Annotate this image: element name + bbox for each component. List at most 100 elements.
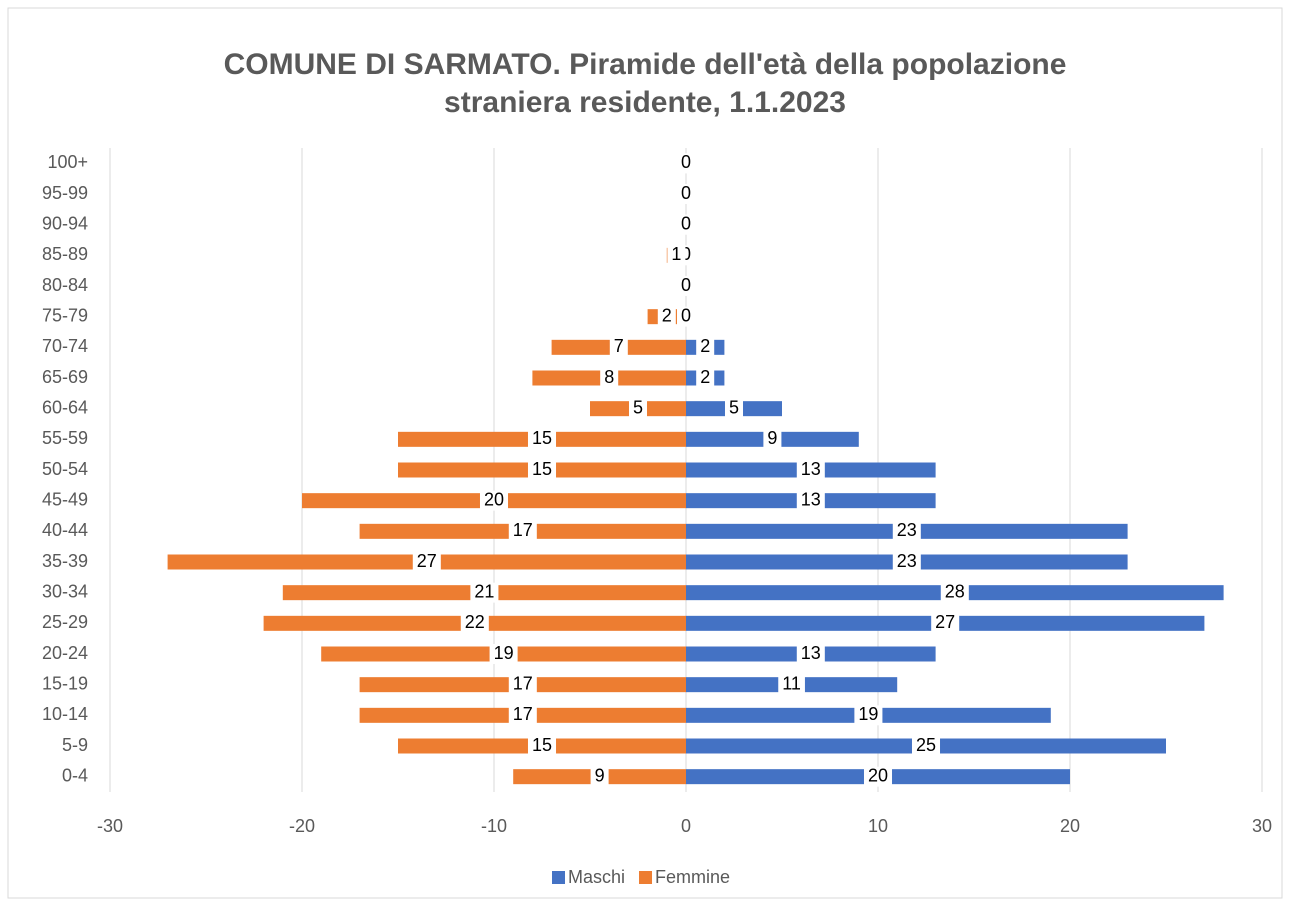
data-label-bg	[527, 460, 557, 480]
data-label: 0	[681, 244, 691, 264]
data-label-bg	[527, 736, 557, 756]
data-label-group: 17	[508, 673, 537, 695]
y-tick-label: 95-99	[42, 183, 88, 203]
x-tick-label: -20	[289, 816, 315, 836]
data-label-bg	[778, 674, 805, 695]
data-label-group: 13	[796, 489, 825, 511]
y-tick-label: 5-9	[62, 735, 88, 755]
data-label-group: 9	[590, 765, 609, 787]
data-label-bg	[489, 644, 518, 664]
x-tick-label: 30	[1252, 816, 1272, 836]
data-label-bg	[609, 337, 628, 358]
data-label-bg	[696, 368, 715, 388]
data-label-group: 20	[863, 765, 893, 787]
data-label-bg	[931, 613, 960, 634]
data-label: 20	[868, 765, 888, 785]
data-label-bg	[667, 245, 686, 266]
data-label-group: 25	[911, 735, 941, 756]
y-tick-label: 35-39	[42, 551, 88, 571]
x-tick-label: 0	[681, 816, 691, 836]
data-label-group: 15	[527, 428, 557, 450]
y-tick-label: 90-94	[42, 213, 88, 233]
data-label-bg	[676, 153, 696, 174]
data-label: 5	[729, 397, 739, 417]
chart-border	[7, 7, 1283, 899]
x-tick-label: 20	[1060, 816, 1080, 836]
data-label: 11	[782, 673, 801, 693]
y-tick-label: 85-89	[42, 244, 88, 264]
data-label-group: 19	[854, 704, 883, 726]
data-label-group: 2	[657, 305, 676, 327]
data-label: 19	[858, 704, 878, 724]
data-label-group: 22	[460, 612, 489, 634]
chart-title: COMUNE DI SARMATO. Piramide dell'età del…	[224, 48, 1067, 81]
y-tick-label: 40-44	[42, 520, 88, 540]
y-tick-label: 15-19	[42, 673, 88, 693]
data-label: 27	[417, 551, 437, 571]
data-label-bg	[676, 214, 696, 235]
y-tick-label: 10-14	[42, 704, 88, 724]
data-label: 7	[614, 336, 624, 356]
y-tick-label: 60-64	[42, 397, 88, 417]
data-label-group: 17	[508, 520, 537, 542]
data-label-bg	[696, 337, 715, 358]
y-tick-label: 75-79	[42, 305, 88, 325]
y-tick-label: 65-69	[42, 367, 88, 387]
data-label-bg	[657, 306, 676, 327]
data-label: 22	[465, 612, 485, 632]
data-label-group: 21	[470, 581, 499, 603]
data-label-group: 5	[724, 397, 744, 419]
data-label: 25	[916, 735, 936, 755]
data-label-bg	[940, 582, 969, 603]
data-label: 2	[700, 336, 710, 356]
data-label-bg	[796, 490, 825, 511]
data-label-bg	[724, 398, 744, 419]
y-tick-label: 45-49	[42, 489, 88, 509]
data-label: 0	[681, 183, 691, 203]
y-tick-label: 70-74	[42, 336, 88, 356]
data-label-group: 0	[676, 213, 696, 235]
data-label-bg	[863, 766, 893, 787]
data-label: 27	[935, 612, 955, 632]
data-label: 2	[662, 305, 672, 325]
data-label-bg	[600, 368, 619, 388]
x-tick-label: -30	[97, 816, 123, 836]
data-label: 2	[700, 367, 710, 387]
data-label-bg	[763, 429, 782, 450]
data-label-bg	[412, 552, 441, 572]
data-label-group: 27	[412, 551, 441, 572]
x-tick-label: -10	[481, 816, 507, 836]
data-label: 15	[532, 735, 552, 755]
data-label-group: 2	[696, 367, 715, 388]
data-label-bg	[854, 705, 883, 726]
y-tick-label: 50-54	[42, 459, 88, 479]
data-label-bg	[796, 644, 825, 664]
data-label-group: 0	[676, 275, 696, 296]
data-label-group: 27	[931, 612, 960, 634]
data-label-group: 23	[892, 551, 921, 572]
data-label-group: 15	[527, 459, 557, 480]
data-label-bg	[527, 429, 557, 450]
legend-swatch	[639, 871, 653, 884]
data-label-bg	[470, 582, 499, 603]
chart-title-line2: straniera residente, 1.1.2023	[444, 86, 846, 119]
data-label: 17	[513, 520, 533, 540]
y-tick-label: 80-84	[42, 275, 88, 295]
data-label-group: 9	[763, 428, 782, 450]
data-label-group: 0	[676, 152, 696, 174]
data-label-bg	[508, 674, 537, 695]
y-tick-label: 20-24	[42, 643, 88, 663]
data-label: 17	[513, 704, 533, 724]
data-label-group: 7	[609, 336, 628, 358]
data-label: 5	[633, 397, 643, 417]
data-label-bg	[676, 184, 696, 204]
data-label: 9	[767, 428, 777, 448]
data-label-bg	[796, 460, 825, 480]
data-label: 23	[897, 551, 917, 571]
data-label: 0	[681, 275, 691, 295]
y-tick-label: 25-29	[42, 612, 88, 632]
x-tick-label: 10	[868, 816, 888, 836]
legend-swatch	[552, 871, 565, 884]
data-label-group: 5	[628, 397, 648, 419]
data-label: 9	[595, 765, 605, 785]
